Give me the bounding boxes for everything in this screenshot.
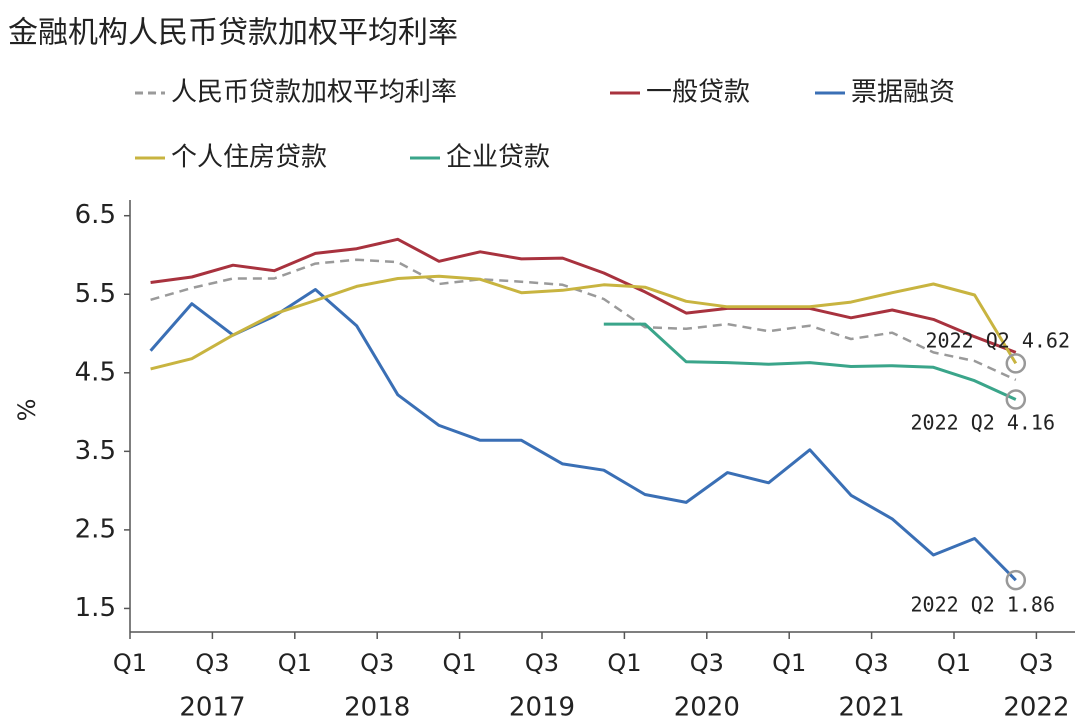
y-tick-label: 5.5 — [75, 279, 116, 309]
y-tick-label: 2.5 — [75, 514, 116, 544]
y-tick-label: 6.5 — [75, 200, 116, 230]
series-line — [603, 322, 1017, 401]
y-tick-label: 1.5 — [75, 593, 116, 623]
legend-label: 票据融资 — [851, 78, 955, 108]
x-tick-label: Q1 — [113, 649, 147, 677]
x-tick-label: Q3 — [1019, 649, 1053, 677]
x-tick-label: Q1 — [443, 649, 477, 677]
series-line — [150, 237, 1017, 354]
x-group-label: 2018 — [344, 693, 410, 723]
x-tick-label: Q1 — [937, 649, 971, 677]
chart-title: 金融机构人民币贷款加权平均利率 — [8, 16, 458, 51]
x-group-label: 2017 — [179, 693, 245, 723]
x-tick-label: Q3 — [525, 649, 559, 677]
x-tick-label: Q3 — [195, 649, 229, 677]
series-line — [149, 288, 1017, 582]
legend-label: 企业贷款 — [446, 143, 550, 173]
annotation-marker — [1005, 569, 1027, 591]
x-group-label: 2022 — [1003, 693, 1069, 723]
y-tick-label: 3.5 — [75, 436, 116, 466]
annotation-marker — [1005, 353, 1027, 374]
y-tick-label: 4.5 — [75, 357, 116, 387]
legend-label: 个人住房贷款 — [171, 143, 327, 173]
y-axis-label: % — [13, 399, 41, 422]
annotation: 2022 Q2 1.86 — [911, 593, 1056, 617]
legend-label: 一般贷款 — [646, 78, 750, 108]
x-tick-label: Q3 — [360, 649, 394, 677]
series-line — [150, 274, 1018, 371]
x-tick-label: Q1 — [278, 649, 312, 677]
annotation-marker — [1005, 389, 1027, 410]
x-group-label: 2021 — [839, 693, 905, 723]
x-tick-label: Q3 — [855, 649, 889, 677]
x-tick-label: Q3 — [690, 649, 724, 677]
legend-label: 人民币贷款加权平均利率 — [171, 78, 457, 108]
x-tick-label: Q1 — [772, 649, 806, 677]
annotation: 2022 Q2 4.16 — [911, 411, 1056, 435]
series-line — [150, 258, 1017, 382]
annotation: 2022 Q2 4.62 — [926, 329, 1071, 353]
x-group-label: 2019 — [509, 693, 575, 723]
x-tick-label: Q1 — [607, 649, 641, 677]
x-group-label: 2020 — [674, 693, 740, 723]
